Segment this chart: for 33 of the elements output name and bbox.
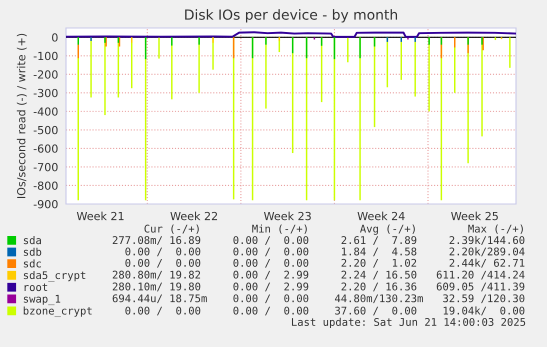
y-tick-label: -200 [34, 70, 58, 79]
chart-title: Disk IOs per device - by month [185, 9, 398, 23]
legend-label: swap_1 [24, 294, 60, 306]
x-tick-label: Week 24 [358, 212, 405, 220]
text: 280.10m/ 19.80 0.00 / 2.99 2.20 / 16.36 609.05 /411.39 [112, 282, 524, 292]
y-tick-label: -700 [34, 162, 58, 172]
y-tick-label: -500 [34, 126, 58, 134]
legend-label: sda5_crypt [24, 270, 86, 282]
text: 0.00 / 0.00 0.00 / 0.00 37.60 / 0.00 19.04k/ 0.00 [125, 306, 524, 316]
text: Last update: Sat Jun 21 14:00:03 2025 [292, 318, 526, 328]
text: 0.00 / 0.00 0.00 / 0.00 2.20 / 1.02 2.44k/ 62.71 [125, 258, 524, 268]
x-tick-label: Week 22 [170, 212, 218, 220]
x-tick-label: Week 21 [76, 212, 124, 220]
y-tick-label: -300 [34, 88, 58, 98]
x-tick-label: Week 25 [451, 212, 498, 220]
legend-label: bzone_crypt [24, 306, 92, 318]
text: 694.44u/ 18.75m 0.00 / 0.00 44.80m/130.23m 32.59 /120.30 [112, 294, 524, 304]
y-tick-label: -400 [34, 107, 58, 116]
text: 277.08m/ 16.89 0.00 / 0.00 2.61 / 7.89 2.39k/144.60 [112, 236, 524, 245]
legend-label: sdc [24, 259, 41, 268]
y-tick-label: -900 [34, 200, 58, 208]
y-tick-label: -600 [34, 144, 58, 153]
text: 280.80m/ 19.82 0.00 / 2.99 2.24 / 16.50 611.20 /414.24 [112, 270, 525, 280]
legend-label: sdb [24, 248, 42, 256]
x-tick-label: Week 23 [264, 212, 311, 220]
y-tick-label: 0 [52, 33, 58, 42]
y-axis-title: IOs/second read (-) / write (+) [16, 34, 27, 198]
text: Cur (-/+) Min (-/+) Avg (-/+) Max (-/+) [144, 224, 523, 235]
legend-label: sda [24, 236, 41, 244]
y-tick-label: -100 [34, 52, 58, 60]
text: 0.00 / 0.00 0.00 / 0.00 1.84 / 4.58 2.20k/289.04 [125, 247, 525, 256]
y-tick-label: -800 [34, 181, 58, 190]
legend-label: root [24, 284, 48, 292]
